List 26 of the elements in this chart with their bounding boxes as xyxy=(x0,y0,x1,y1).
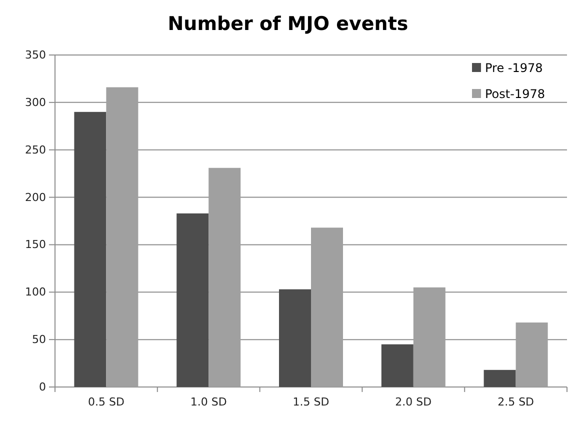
x-tick-label: 0.5 SD xyxy=(88,395,124,408)
legend-label: Post-1978 xyxy=(485,87,545,101)
y-tick-label: 300 xyxy=(25,96,46,109)
y-tick-label: 50 xyxy=(32,333,46,346)
chart-title: Number of MJO events xyxy=(168,13,408,35)
legend-label: Pre -1978 xyxy=(485,61,543,75)
y-tick-label: 200 xyxy=(25,190,46,204)
bar xyxy=(484,370,516,387)
x-tick-label: 1.0 SD xyxy=(190,395,227,408)
bar xyxy=(311,228,343,387)
bar xyxy=(176,213,209,387)
bar xyxy=(208,168,241,387)
y-tick-label: 350 xyxy=(25,48,46,62)
bar xyxy=(106,87,138,387)
y-tick-label: 0 xyxy=(39,380,46,394)
x-tick-label: 1.5 SD xyxy=(292,395,330,408)
bar xyxy=(74,112,106,387)
y-tick-label: 250 xyxy=(25,143,46,156)
y-tick-label: 100 xyxy=(25,286,46,299)
bar xyxy=(279,289,311,387)
bar xyxy=(381,344,414,387)
bar xyxy=(413,287,446,387)
y-tick-label: 150 xyxy=(25,238,46,252)
x-tick-label: 2.0 SD xyxy=(395,395,432,408)
x-tick-label: 2.5 SD xyxy=(498,395,534,408)
bar xyxy=(516,322,548,387)
